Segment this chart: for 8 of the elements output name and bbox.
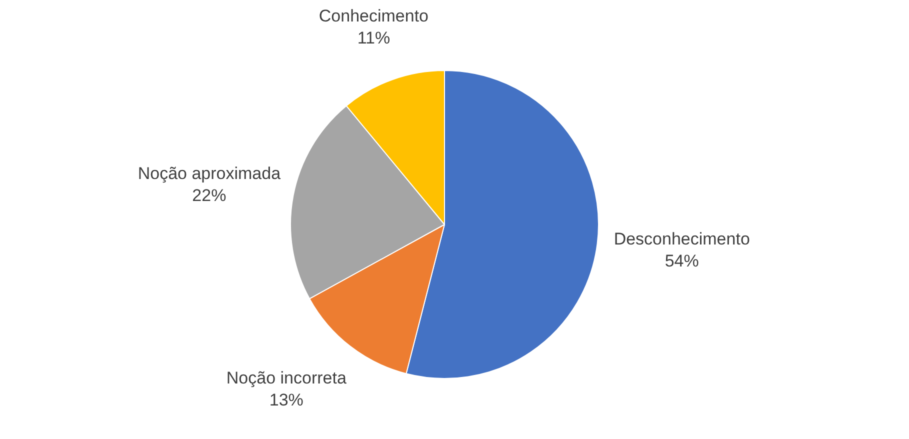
data-label: 54% [664,251,699,270]
slice-label: Noção aproximada [138,164,282,184]
data-label: 13% [269,390,304,410]
data-label: 11% [357,28,390,48]
slice-label: Desconhecimento [614,229,750,248]
slice-label: Conhecimento [318,6,429,26]
slice-label: Noção incorreta [226,368,347,388]
data-label: 22% [192,186,226,206]
